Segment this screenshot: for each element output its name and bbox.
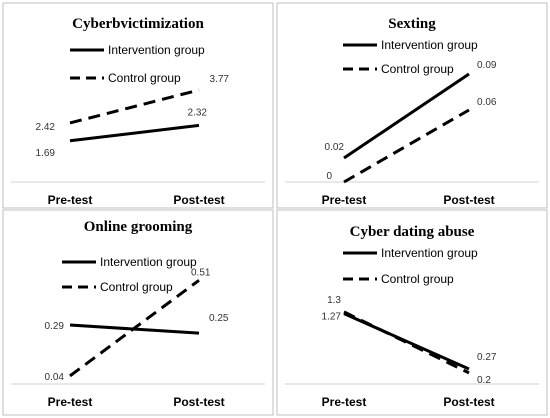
legend-label-control-group: Control group <box>100 280 173 294</box>
data-label-intervention-group-pre-test: 1.69 <box>36 148 56 159</box>
chart-title: Cyber dating abuse <box>350 224 475 240</box>
panel-cyberbvictimization: Cyberbvictimization Intervention group Con… <box>2 2 274 209</box>
data-label-control-group-post-test: 3.77 <box>210 74 230 85</box>
data-label-control-group-pre-test: 0 <box>326 171 332 182</box>
x-tick-label-post-test: Post-test <box>443 193 494 207</box>
panel-sexting: Sexting Intervention group Control group Pr… <box>276 2 548 209</box>
x-tick-label-post-test: Post-test <box>173 193 224 207</box>
data-label-intervention-group-post-test: 0.27 <box>477 352 497 363</box>
panel-frame <box>2 209 274 416</box>
legend-label-intervention-group: Intervention group <box>381 38 478 52</box>
data-label-control-group-pre-test: 2.42 <box>36 122 56 133</box>
x-tick-label-post-test: Post-test <box>173 395 224 409</box>
legend-label-control-group: Control group <box>108 71 181 85</box>
series-line-control-group <box>69 88 200 125</box>
data-label-intervention-group-pre-test: 0.02 <box>325 142 345 153</box>
data-label-control-group-post-test: 0.2 <box>477 375 491 386</box>
chart-title: Cyberbvictimization <box>72 16 204 32</box>
data-label-intervention-group-pre-test: 1.27 <box>322 312 342 323</box>
chart-title: Sexting <box>388 16 436 32</box>
legend-label-intervention-group: Intervention group <box>108 43 205 57</box>
x-tick-label-pre-test: Pre-test <box>48 395 93 409</box>
legend-label-control-group: Control group <box>381 62 454 76</box>
series-line-intervention-group <box>343 312 470 371</box>
x-tick-label-pre-test: Pre-test <box>48 193 93 207</box>
panel-frame <box>276 209 548 416</box>
panel-frame <box>2 2 274 209</box>
legend-label-intervention-group: Intervention group <box>381 246 478 260</box>
legend-label-control-group: Control group <box>381 272 454 286</box>
panel-cyber-dating-abuse: Cyber dating abuse Intervention group Cont… <box>276 209 548 416</box>
panel-frame <box>276 2 548 209</box>
x-tick-label-post-test: Post-test <box>443 395 494 409</box>
legend-label-intervention-group: Intervention group <box>100 255 197 269</box>
data-label-intervention-group-post-test: 0.09 <box>477 60 497 71</box>
series-line-control-group <box>343 108 470 184</box>
series-line-intervention-group <box>69 323 200 335</box>
series-line-intervention-group <box>69 123 200 143</box>
data-label-control-group-pre-test: 0.04 <box>45 372 65 383</box>
chart-title: Online grooming <box>84 219 193 235</box>
data-label-control-group-post-test: 0.06 <box>477 97 497 108</box>
data-label-intervention-group-pre-test: 0.29 <box>45 321 65 332</box>
data-label-intervention-group-post-test: 2.32 <box>188 107 208 118</box>
x-tick-label-pre-test: Pre-test <box>322 193 367 207</box>
x-tick-label-pre-test: Pre-test <box>322 395 367 409</box>
data-label-control-group-pre-test: 1.3 <box>327 295 341 306</box>
data-label-control-group-post-test: 0.51 <box>191 267 211 278</box>
series-line-intervention-group <box>343 72 470 160</box>
panel-online-grooming: Online grooming Intervention group Control… <box>2 209 274 416</box>
data-label-intervention-group-post-test: 0.25 <box>209 313 229 324</box>
